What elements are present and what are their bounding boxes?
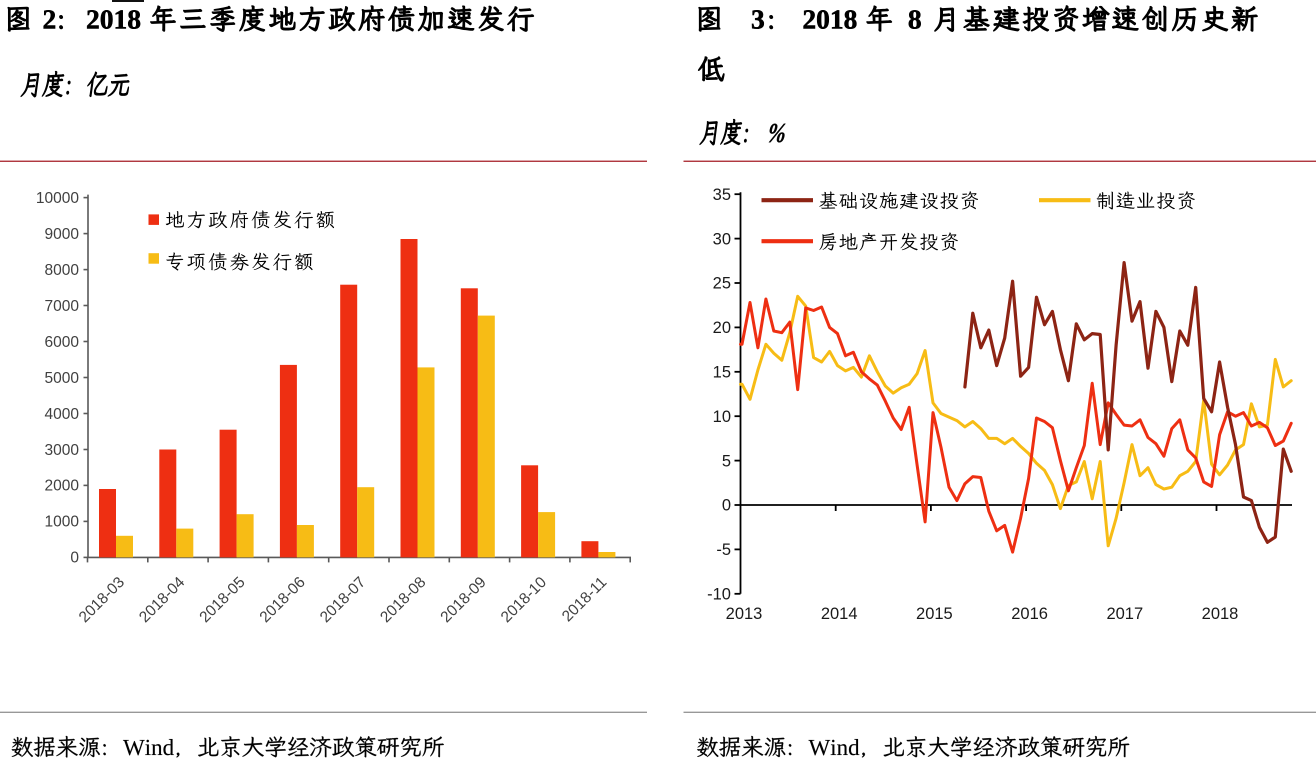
svg-text:2018: 2018 (1202, 605, 1239, 623)
svg-text:10: 10 (713, 408, 731, 426)
svg-text:4000: 4000 (45, 406, 80, 423)
svg-text:15: 15 (713, 364, 731, 382)
svg-text:2016: 2016 (1011, 605, 1048, 623)
svg-text:9000: 9000 (45, 226, 80, 243)
svg-text:7000: 7000 (45, 298, 80, 315)
svg-text:8000: 8000 (45, 262, 80, 279)
svg-text:0: 0 (70, 550, 79, 567)
svg-text:5: 5 (722, 452, 731, 470)
svg-text:2000: 2000 (45, 478, 80, 495)
svg-text:2015: 2015 (916, 605, 953, 623)
svg-text:-5: -5 (716, 541, 731, 559)
svg-text:2014: 2014 (821, 605, 858, 623)
svg-text:20: 20 (713, 319, 731, 337)
svg-text:1000: 1000 (45, 514, 80, 531)
svg-text:2013: 2013 (726, 605, 763, 623)
svg-text:10000: 10000 (36, 190, 79, 207)
svg-text:25: 25 (713, 275, 731, 293)
svg-text:-10: -10 (707, 586, 731, 604)
svg-text:35: 35 (713, 186, 731, 204)
svg-text:30: 30 (713, 230, 731, 248)
svg-text:5000: 5000 (45, 370, 80, 387)
svg-text:6000: 6000 (45, 334, 80, 351)
svg-text:3000: 3000 (45, 442, 80, 459)
svg-text:0: 0 (722, 497, 731, 515)
svg-text:2017: 2017 (1106, 605, 1143, 623)
